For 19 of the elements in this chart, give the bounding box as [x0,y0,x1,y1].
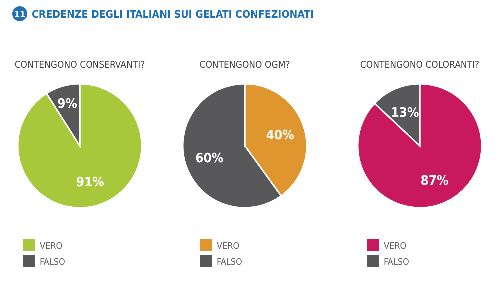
chart-title: CONTENGONO OGM? [200,60,290,71]
number-badge: 11 [12,6,28,22]
data-label: 13% [391,106,420,121]
data-label: 87% [420,174,450,190]
legend-label: FALSO [40,258,66,268]
pie-slice [17,83,143,209]
data-label: 9% [58,97,78,112]
data-label: 91% [76,176,105,191]
legend-label: FALSO [217,258,242,268]
legend-label: VERO [40,242,63,252]
legend-label: VERO [217,242,240,252]
legend-label: FALSO [384,258,410,268]
chart-title: CONTENGONO COLORANTI? [360,60,480,71]
legend-label: VERO [384,242,407,252]
data-label: 60% [196,151,224,166]
chart-title: CONTENGONO CONSERVANTI? [14,60,146,71]
text: CREDENZE DEGLI ITALIANI SUI GELATI CONFEZIONATI [32,9,314,21]
pie-slice [357,83,483,209]
data-label: 40% [266,128,295,144]
